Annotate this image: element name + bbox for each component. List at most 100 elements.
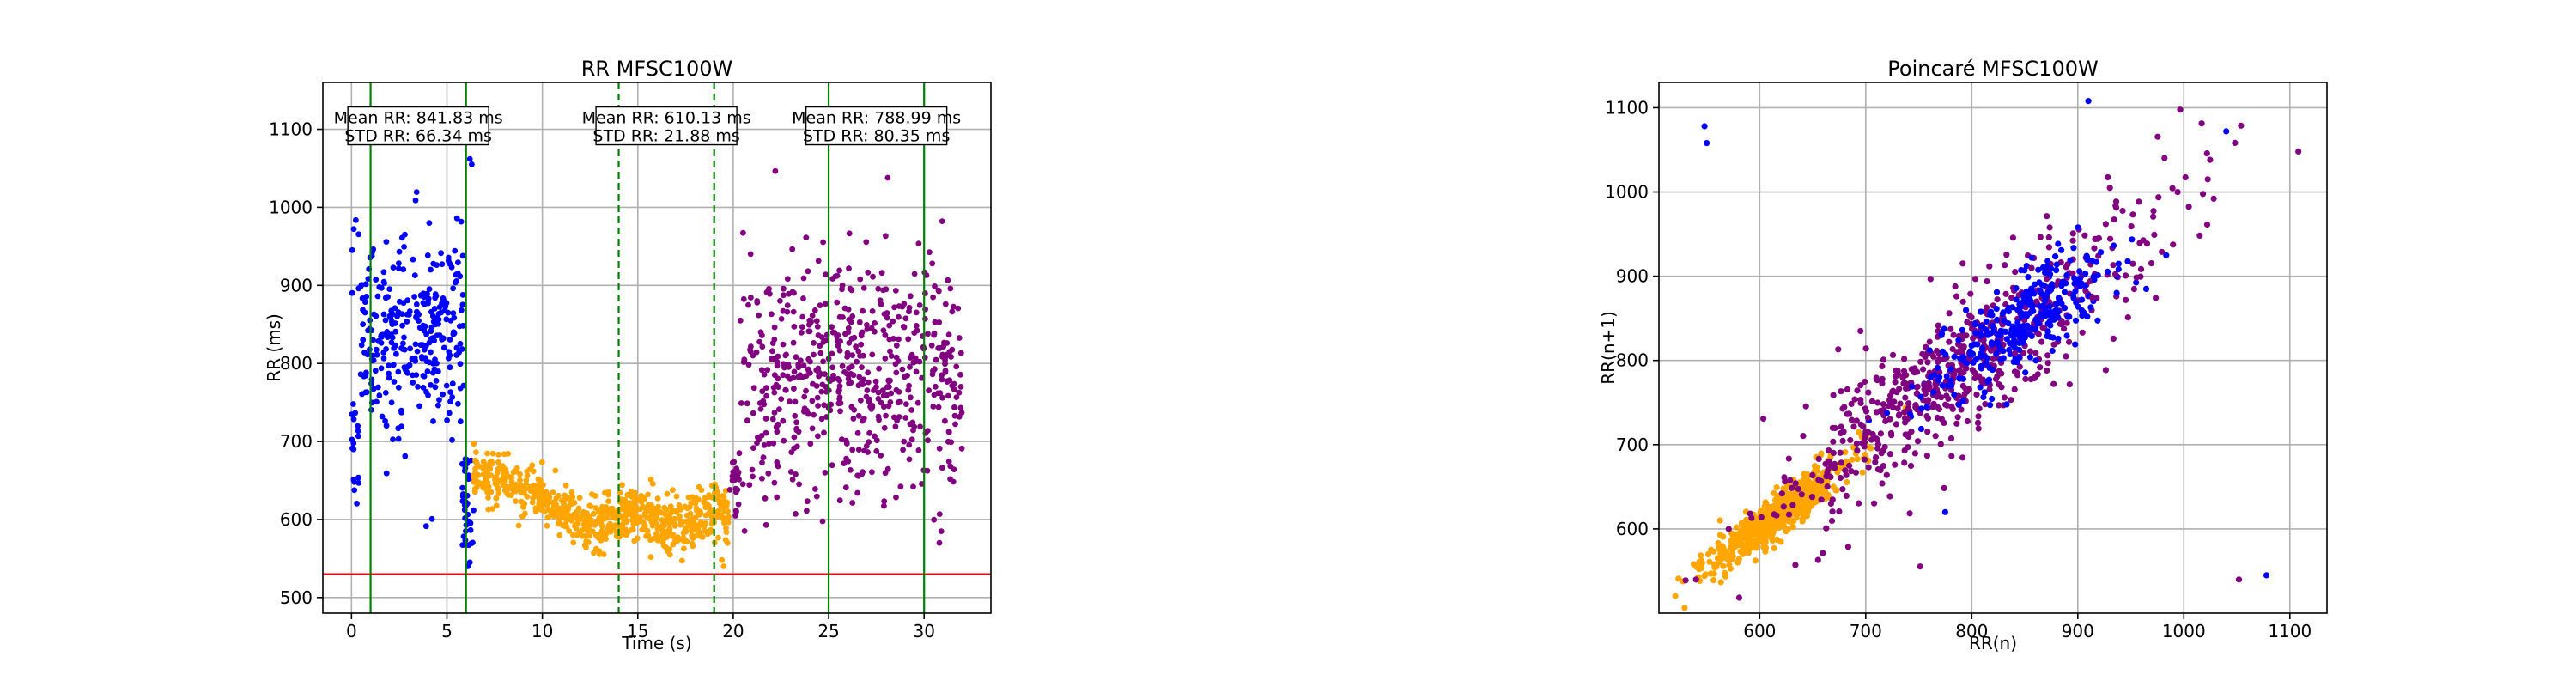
- rr-point: [386, 370, 392, 377]
- poincare-point: [1744, 537, 1751, 544]
- rr-point: [890, 336, 896, 342]
- rr-point: [811, 307, 818, 313]
- rr-point: [892, 288, 899, 294]
- rr-point: [562, 523, 568, 530]
- rr-point: [411, 294, 417, 300]
- rr-point: [924, 467, 931, 474]
- rr-point: [725, 519, 732, 526]
- poincare-point: [1844, 478, 1850, 486]
- rr-point: [956, 335, 963, 341]
- rr-point: [720, 563, 727, 569]
- poincare-point: [1808, 494, 1815, 501]
- rr-point: [845, 375, 852, 382]
- poincare-point: [2123, 272, 2129, 279]
- rr-point: [935, 404, 942, 410]
- rr-point: [922, 316, 928, 322]
- rr-point: [858, 331, 865, 337]
- poincare-point: [2063, 271, 2070, 279]
- rr-point: [440, 297, 447, 303]
- rr-point: [690, 494, 696, 501]
- poincare-point: [1989, 395, 1996, 403]
- poincare-point: [1880, 356, 1887, 363]
- rr-point: [759, 476, 765, 482]
- poincare-point: [1815, 477, 1822, 483]
- annotation-text: STD RR: 66.34 ms: [344, 127, 491, 146]
- rr-point: [933, 383, 939, 390]
- rr-point: [796, 481, 802, 488]
- rr-point: [392, 328, 399, 335]
- rr-point: [542, 497, 548, 504]
- rr-point: [393, 350, 399, 357]
- rr-point: [493, 502, 500, 509]
- poincare-point: [1800, 433, 1807, 440]
- rr-point: [623, 526, 629, 533]
- rr-point: [450, 285, 456, 292]
- rr-point: [893, 342, 900, 349]
- rr-point: [957, 371, 963, 378]
- poincare-point: [1965, 386, 1972, 393]
- rr-point: [553, 495, 560, 502]
- poincare-point: [1895, 412, 1902, 419]
- rr-point: [900, 447, 906, 453]
- rr-point: [388, 399, 395, 406]
- rr-point: [792, 412, 799, 419]
- poincare-point: [1832, 424, 1838, 432]
- poincare-point: [1995, 331, 2002, 338]
- rr-point: [560, 503, 567, 510]
- rr-point: [858, 341, 865, 348]
- poincare-point: [1990, 355, 1996, 362]
- poincare-point: [2169, 185, 2176, 192]
- rr-point: [737, 317, 744, 324]
- poincare-point: [2044, 332, 2050, 340]
- poincare-point: [1710, 548, 1717, 555]
- poincare-point: [1874, 399, 1881, 406]
- rr-point: [809, 425, 816, 432]
- rr-point: [350, 477, 357, 483]
- rr-point: [391, 379, 398, 385]
- rr-point: [778, 396, 785, 402]
- poincare-point: [1739, 550, 1747, 557]
- rr-point: [860, 307, 866, 314]
- rr-point: [398, 423, 404, 429]
- rr-point: [864, 322, 870, 328]
- poincare-point: [2072, 317, 2080, 324]
- poincare-point: [2105, 268, 2111, 275]
- rr-point: [477, 480, 483, 487]
- rr-point: [641, 526, 647, 532]
- rr-point: [844, 350, 851, 356]
- rr-point: [731, 459, 738, 465]
- rr-point: [883, 286, 890, 293]
- rr-point: [766, 441, 772, 447]
- poincare-point: [2010, 337, 2018, 344]
- poincare-point: [2011, 368, 2019, 375]
- rr-point: [916, 302, 923, 308]
- poincare-point: [1832, 487, 1839, 494]
- poincare-point: [1726, 562, 1733, 568]
- poincare-point: [2136, 198, 2142, 205]
- rr-point: [931, 516, 938, 523]
- poincare-point: [2018, 267, 2025, 274]
- rr-point: [683, 519, 690, 525]
- poincare-point: [2115, 260, 2122, 267]
- rr-point: [680, 534, 687, 541]
- rr-point: [424, 252, 431, 258]
- rr-point: [499, 465, 506, 472]
- poincare-point: [1848, 416, 1855, 423]
- poincare-point: [1913, 384, 1920, 391]
- poincare-point: [1929, 404, 1936, 410]
- poincare-point: [2028, 254, 2035, 261]
- poincare-point: [1984, 355, 1990, 362]
- rr-point: [855, 412, 862, 419]
- poincare-point: [1681, 605, 1688, 611]
- rr-point: [378, 365, 385, 372]
- rr-point: [666, 526, 673, 532]
- poincare-point: [2026, 301, 2033, 308]
- poincare-point: [1951, 392, 1958, 398]
- rr-point: [471, 507, 477, 514]
- rr-point: [550, 513, 557, 520]
- poincare-point: [2137, 265, 2145, 272]
- rr-point: [570, 511, 577, 518]
